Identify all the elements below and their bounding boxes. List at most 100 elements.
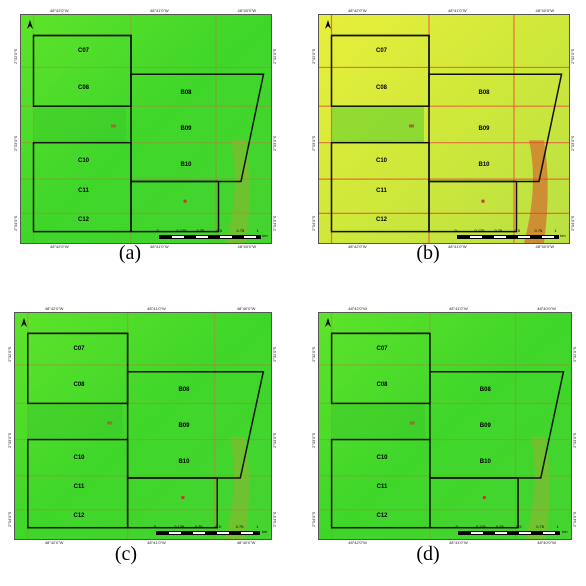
- plot-label: B10: [478, 162, 490, 169]
- scale-label: 0: [156, 228, 159, 234]
- scale-label: 0.5: [516, 524, 522, 530]
- coord-label-top: 48°40'0"W: [236, 306, 256, 311]
- coord-label-top: 48°42'0"W: [44, 306, 64, 311]
- plot-label: B08: [178, 386, 190, 393]
- coord-label-right: 2°33'0"S: [570, 135, 575, 151]
- plot-label: B10: [180, 162, 192, 169]
- vegetation-patch: [331, 403, 425, 440]
- marker: [409, 124, 414, 128]
- coord-label-right: 2°32'0"S: [272, 346, 277, 362]
- plot-boundary: [130, 180, 220, 233]
- plot-boundary: [27, 332, 129, 405]
- plot-label: B08: [479, 386, 491, 393]
- plot-boundary: [32, 34, 132, 107]
- scale-unit: km: [262, 232, 268, 238]
- vegetation-patch: [331, 106, 424, 143]
- coord-label-left: 2°33'0"S: [311, 432, 316, 448]
- scale-bar: [155, 531, 261, 536]
- plot-label: B09: [478, 126, 490, 132]
- coord-label-bottom: 48°42'0"W: [348, 540, 367, 545]
- plot-label: C10: [375, 157, 388, 164]
- plot-label: C07: [376, 346, 388, 353]
- scale-bar: [456, 235, 559, 240]
- coord-label-bottom: 48°41'0"W: [150, 244, 169, 249]
- raster-background: [21, 15, 271, 243]
- plot-label: C12: [77, 217, 90, 224]
- panel-caption: (d): [416, 543, 440, 565]
- scale-label: 0.25: [495, 524, 504, 530]
- coord-label-top: 48°42'0"W: [348, 306, 367, 311]
- plot-label: C07: [375, 48, 388, 55]
- marker: [181, 496, 185, 500]
- coord-label-top: 48°41'0"W: [448, 8, 467, 13]
- marker: [481, 199, 485, 203]
- plot-boundary: [130, 73, 265, 183]
- plot-boundary: [429, 477, 519, 529]
- scale-bar: [457, 531, 561, 536]
- plot-boundary: [330, 34, 430, 107]
- coord-label-bottom: 48°42'0"W: [50, 244, 69, 249]
- coord-label-right: 2°32'0"S: [572, 346, 577, 362]
- plot-boundary: [126, 371, 265, 479]
- scale-label: 0: [454, 228, 457, 234]
- coord-label-right: 2°34'0"S: [572, 511, 577, 527]
- coord-label-left: 2°34'0"S: [13, 215, 18, 231]
- coord-label-left: 2°33'0"S: [7, 432, 12, 448]
- coord-label-right: 2°34'0"S: [272, 215, 277, 231]
- coord-label-top: 48°41'0"W: [147, 306, 166, 311]
- scale-label: 0.5: [216, 228, 223, 234]
- plot-label: C12: [375, 217, 388, 224]
- plot-label: B09: [479, 423, 491, 429]
- marker: [183, 199, 187, 203]
- raster-background: [15, 313, 271, 539]
- scale-unit: km: [262, 528, 268, 534]
- north-arrow-icon: [21, 318, 27, 327]
- scale-label: 0: [455, 524, 458, 530]
- panel-caption: (b): [416, 242, 440, 264]
- plot-label: C11: [73, 484, 85, 491]
- scale-label: 0.125: [174, 524, 185, 530]
- plot-label: B09: [180, 126, 192, 132]
- plot-label: B08: [180, 89, 192, 96]
- north-arrow-icon: [325, 318, 331, 327]
- coord-label-right: 2°32'0"S: [570, 48, 575, 65]
- plot-label: B09: [178, 423, 190, 429]
- scale-label: 0: [153, 524, 157, 530]
- coord-label-bottom: 48°40'0"W: [535, 244, 555, 249]
- plot-label: B10: [479, 459, 491, 466]
- vegetation-patch: [27, 403, 123, 440]
- vegetation-patch: [33, 106, 126, 143]
- scale-label: 0.5: [514, 228, 521, 234]
- plot-label: C12: [376, 513, 388, 520]
- scale-label: 0.75: [236, 228, 245, 234]
- plot-label: C08: [73, 382, 85, 389]
- north-arrow-icon: [27, 20, 33, 29]
- coord-label-bottom: 48°40'0"W: [237, 244, 257, 249]
- coord-label-left: 2°33'0"S: [311, 135, 316, 151]
- coord-label-bottom: 48°40'0"W: [236, 540, 256, 545]
- plot-boundary: [428, 73, 563, 183]
- scale-label: 0.75: [536, 524, 545, 530]
- panel-caption: (a): [118, 242, 142, 264]
- plot-label: C10: [77, 157, 90, 164]
- coord-label-top: 48°41'0"W: [449, 306, 468, 311]
- coord-label-top: 48°41'0"W: [150, 8, 169, 13]
- coord-label-right: 2°33'0"S: [272, 432, 277, 448]
- coord-label-top: 48°40'0"W: [535, 8, 555, 13]
- scale-label: 0.25: [194, 524, 203, 530]
- marker: [482, 496, 486, 500]
- coord-label-top: 48°42'0"W: [348, 8, 367, 13]
- plot-label: C12: [73, 513, 85, 520]
- coord-label-bottom: 48°42'0"W: [348, 244, 367, 249]
- marker: [107, 421, 113, 425]
- map-image: C07 C08 C10 C11 C12 B08 B09 B10 0 0.125 0.25 0.5 0.7…: [14, 312, 272, 540]
- coord-label-left: 2°32'0"S: [13, 48, 18, 65]
- coord-label-top: 48°42'0"W: [50, 8, 69, 13]
- coord-label-left: 2°34'0"S: [7, 511, 12, 527]
- coord-label-right: 2°33'0"S: [572, 432, 577, 448]
- raster-background: [319, 15, 569, 243]
- plot-label: C11: [376, 484, 388, 491]
- map-image: C07 C08 C10 C11 C12 B08 B09 B10 0 0.125 0.25 0.5 0.7…: [318, 14, 570, 244]
- map-image: C07 C08 C10 C11 C12 B08 B09 B10 0 0.125 0.25 0.5 0.7…: [318, 312, 572, 540]
- scale-label: 0.25: [196, 228, 205, 234]
